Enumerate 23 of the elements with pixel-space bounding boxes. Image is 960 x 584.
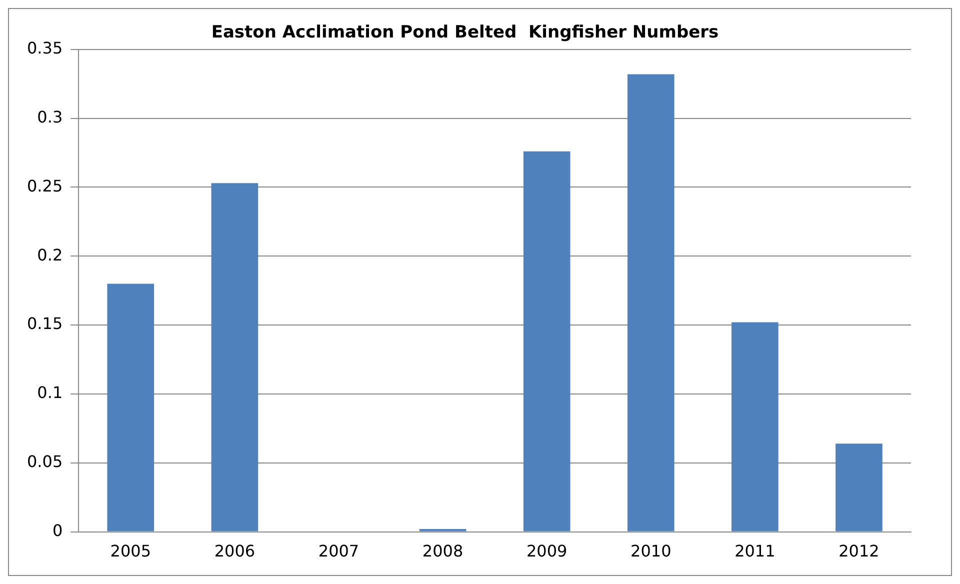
x-tick-label: 2010 <box>630 542 672 561</box>
y-tick-label: 0.2 <box>37 245 63 264</box>
x-tick-label: 2012 <box>838 542 880 561</box>
x-tick-label: 2008 <box>422 542 464 561</box>
x-tick-label: 2011 <box>734 542 776 561</box>
bar <box>732 322 778 532</box>
y-tick-label: 0.15 <box>27 314 63 334</box>
x-tick-label: 2005 <box>110 542 152 561</box>
bar <box>523 151 570 532</box>
y-tick-label: 0 <box>52 520 63 540</box>
bar <box>836 444 882 532</box>
bar <box>107 284 154 532</box>
bar <box>211 183 258 532</box>
y-tick-label: 0.3 <box>37 107 63 126</box>
x-tick-label: 2009 <box>526 542 568 561</box>
chart-title: Easton Acclimation Pond Belted Kingfisher Numbers <box>211 22 719 43</box>
x-tick-label: 2006 <box>214 542 256 561</box>
y-tick-label: 0.1 <box>37 383 63 402</box>
bar <box>627 74 674 532</box>
y-tick-label: 0.05 <box>27 452 63 472</box>
y-tick-label: 0.25 <box>27 176 63 196</box>
x-tick-label: 2007 <box>318 542 360 561</box>
y-tick-label: 0.35 <box>27 38 63 58</box>
